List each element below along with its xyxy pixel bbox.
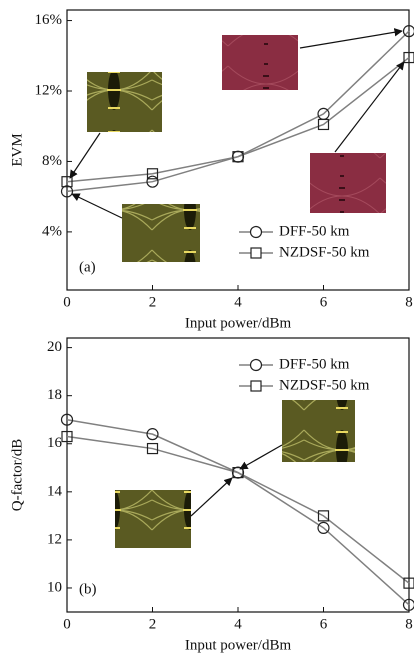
marker <box>317 510 330 522</box>
x-axis-label: Input power/dBm <box>185 637 292 653</box>
x-tick-label: 2 <box>149 616 157 632</box>
marker <box>232 151 244 163</box>
x-tick-label: 0 <box>63 616 71 632</box>
marker <box>146 168 159 180</box>
y-axis-label: EVM <box>9 133 25 166</box>
y-tick-label: 12 <box>47 531 62 547</box>
x-tick-label: 4 <box>234 616 242 632</box>
plot: 0 2 4 6 8 10 12 14 16 18 20 Input power/dBm Q-factor… <box>9 337 414 653</box>
legend-marker <box>249 358 263 372</box>
eye-inset <box>115 490 191 548</box>
marker <box>402 25 414 38</box>
marker <box>61 430 73 443</box>
marker <box>403 577 414 589</box>
series-line <box>66 56 410 183</box>
legend-label: NZDSF-50 km <box>279 244 370 260</box>
legend-label: NZDSF-50 km <box>279 377 370 393</box>
arrow <box>334 61 405 153</box>
arrow <box>239 444 283 470</box>
eye-inset <box>222 35 298 90</box>
x-tick-label: 8 <box>405 294 413 310</box>
marker <box>61 176 73 188</box>
x-tick-label: 6 <box>320 616 328 632</box>
x-tick-label: 0 <box>63 294 71 310</box>
panel-b <box>115 400 355 548</box>
arrow <box>69 132 101 179</box>
eye-inset <box>122 204 200 262</box>
marker <box>146 428 159 441</box>
legend-label: DFF-50 km <box>279 356 350 372</box>
legend-label: DFF-50 km <box>279 223 350 239</box>
marker <box>60 413 74 426</box>
y-tick-label: 18 <box>47 387 62 403</box>
y-tick-label: 16% <box>35 12 63 28</box>
marker <box>317 118 330 131</box>
legend-marker <box>250 380 262 392</box>
arrow <box>190 477 233 517</box>
x-tick-label: 8 <box>405 616 413 632</box>
x-tick-label: 4 <box>234 294 242 310</box>
x-axis-label: Input power/dBm <box>185 315 292 331</box>
legend-marker <box>249 225 263 239</box>
marker <box>146 175 159 188</box>
y-axis-label: Q-factor/dB <box>9 439 25 511</box>
y-tick-label: 20 <box>47 339 62 355</box>
legend-marker <box>250 247 262 259</box>
x-tick-label: 2 <box>149 294 157 310</box>
arrow <box>71 193 123 219</box>
marker <box>317 521 330 534</box>
y-tick-label: 12% <box>35 82 63 98</box>
y-tick-label: 4% <box>42 223 62 239</box>
marker <box>232 466 244 479</box>
plot: 0 2 4 6 8 4% 8% 12% 16% Input power/dBm EVM (a) DFF-… <box>9 9 414 331</box>
panel-label: (a) <box>79 259 96 275</box>
y-tick-label: 14 <box>47 483 63 499</box>
eye-inset <box>310 153 386 213</box>
arrow <box>299 28 403 49</box>
eye-inset <box>87 72 162 132</box>
x-tick-label: 6 <box>320 294 328 310</box>
y-tick-label: 8% <box>42 153 62 169</box>
panel-label: (b) <box>79 581 97 597</box>
y-tick-label: 10 <box>47 579 62 595</box>
series-line <box>66 435 410 584</box>
marker <box>146 442 159 455</box>
y-tick-label: 16 <box>47 435 63 451</box>
marker <box>403 51 414 64</box>
eye-inset <box>282 400 355 462</box>
marker <box>402 598 414 611</box>
marker <box>60 185 74 198</box>
panel-a <box>69 28 405 262</box>
